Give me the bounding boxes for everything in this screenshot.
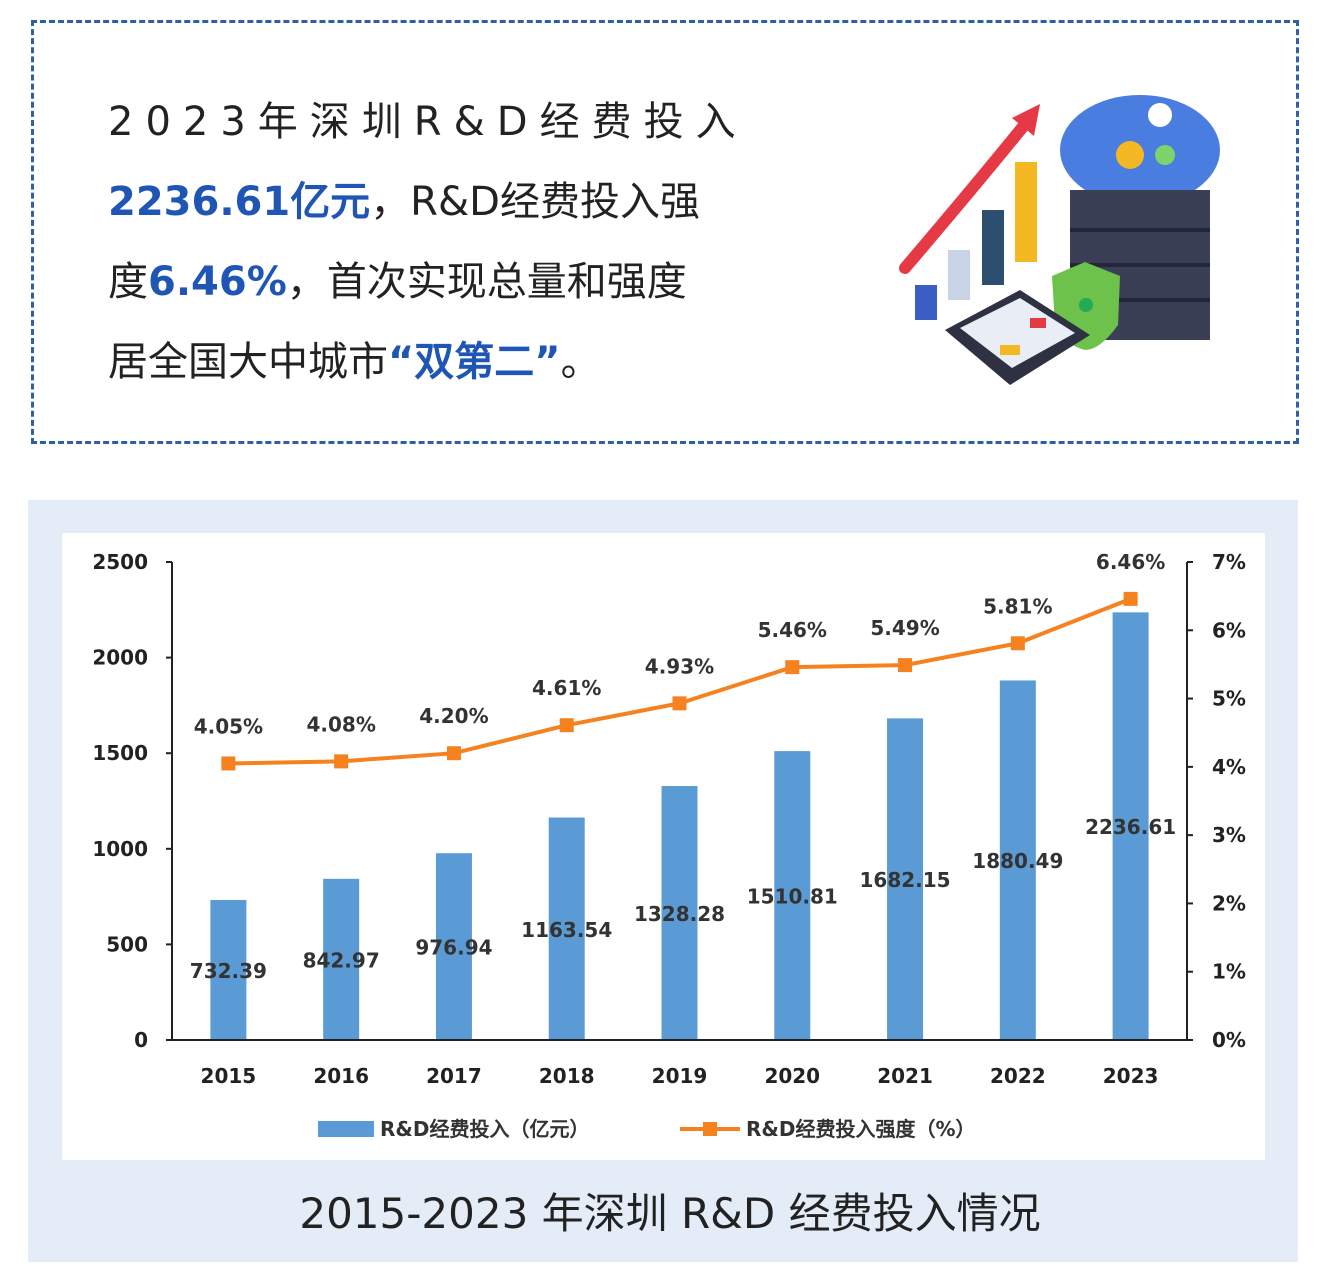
bar-data-label: 976.94 [415,936,492,960]
legend-bar-label: R&D经费投入（亿元） [380,1117,589,1141]
chart-title: 2015-2023 年深圳 R&D 经费投入情况 [299,1189,1041,1238]
intro-line-1: 2023年深圳R&D经费投入 [108,99,748,145]
left-tick-label: 500 [106,932,148,956]
x-tick-label: 2018 [539,1064,595,1088]
bar-2015 [210,899,247,1040]
line-data-label: 5.81% [983,594,1052,618]
cloud-gear-icon [1060,95,1220,205]
line-data-label: 4.05% [194,714,263,738]
line-point-2021 [898,658,913,673]
bar-data-label: 1163.54 [521,918,612,942]
right-tick-label: 0% [1212,1028,1246,1052]
left-tick-label: 1500 [92,741,148,765]
bar-2022 [999,680,1036,1040]
line-point-2020 [785,660,800,675]
rd-illustration [899,95,1220,385]
line-data-label: 4.93% [645,654,714,678]
right-tick-label: 4% [1212,755,1246,779]
line-data-label: 4.20% [419,704,488,728]
calculator-icon [945,290,1090,385]
line-point-2015 [221,756,236,771]
legend-line-marker [703,1122,717,1136]
intro-line-4-end: 。 [560,339,601,385]
line-data-label: 4.08% [306,712,375,736]
right-tick-label: 3% [1212,823,1246,847]
bar-2016 [323,878,360,1040]
x-tick-label: 2015 [201,1064,257,1088]
intensity-value: 6.46% [148,259,287,305]
line-data-label: 4.61% [532,676,601,700]
bar-data-label: 1328.28 [634,902,725,926]
line-data-label: 6.46% [1096,550,1165,574]
bar-2021 [887,718,924,1040]
bar-2019 [661,786,698,1040]
x-tick-label: 2020 [764,1064,820,1088]
intro-line-3-rest: ，首次实现总量和强度 [286,259,687,305]
line-point-2023 [1123,591,1138,606]
growth-arrow-icon [899,104,1040,274]
intro-line-2-rest: ，R&D经费投入强 [370,179,700,225]
x-tick-label: 2022 [990,1064,1046,1088]
legend-bar-swatch [318,1121,374,1137]
intro-line-2: 2236.61亿元，R&D经费投入强 [108,162,808,242]
right-tick-label: 7% [1212,550,1246,574]
intro-text: 2023年深圳R&D经费投入 2236.61亿元，R&D经费投入强 度6.46%… [108,82,808,402]
x-tick-label: 2016 [313,1064,369,1088]
x-tick-label: 2023 [1103,1064,1159,1088]
line-data-label: 5.49% [870,616,939,640]
x-tick-label: 2017 [426,1064,482,1088]
intro-line-3-pre: 度 [108,259,148,305]
right-tick-label: 2% [1212,891,1246,915]
line-point-2019 [672,696,687,711]
line-point-2022 [1010,636,1025,651]
bar-2018 [548,817,585,1040]
bar-2017 [435,853,472,1040]
bar-data-label: 732.39 [190,959,267,983]
intro-dashed-box [31,20,1299,444]
line-point-2017 [446,746,461,761]
intro-line-3: 度6.46%，首次实现总量和强度 [108,242,808,322]
double-second-highlight: “双第二” [388,339,561,385]
line-point-2016 [334,754,349,769]
left-tick-label: 1000 [92,837,148,861]
legend-line-label: R&D经费投入强度（%） [746,1117,975,1141]
x-tick-label: 2021 [877,1064,933,1088]
bar-2023 [1112,612,1149,1040]
line-point-2018 [559,718,574,733]
x-tick-label: 2019 [652,1064,708,1088]
bar-blocks-icon [915,162,1037,320]
total-value: 2236.61亿元 [108,179,371,225]
bar-2020 [774,751,811,1040]
left-tick-label: 2500 [92,550,148,574]
intensity-line [228,597,1132,766]
right-tick-label: 1% [1212,960,1246,984]
right-tick-label: 6% [1212,618,1246,642]
bar-data-label: 1880.49 [972,849,1063,873]
intro-line-4-pre: 居全国大中城市 [108,339,388,385]
left-tick-label: 0 [134,1028,148,1052]
right-tick-label: 5% [1212,687,1246,711]
intro-line-4: 居全国大中城市“双第二”。 [108,322,808,402]
bar-data-label: 842.97 [303,948,380,972]
bar-data-label: 1510.81 [747,885,838,909]
bar-data-label: 2236.61 [1085,815,1176,839]
bar-data-label: 1682.15 [860,868,951,892]
line-data-label: 5.46% [758,618,827,642]
left-tick-label: 2000 [92,646,148,670]
